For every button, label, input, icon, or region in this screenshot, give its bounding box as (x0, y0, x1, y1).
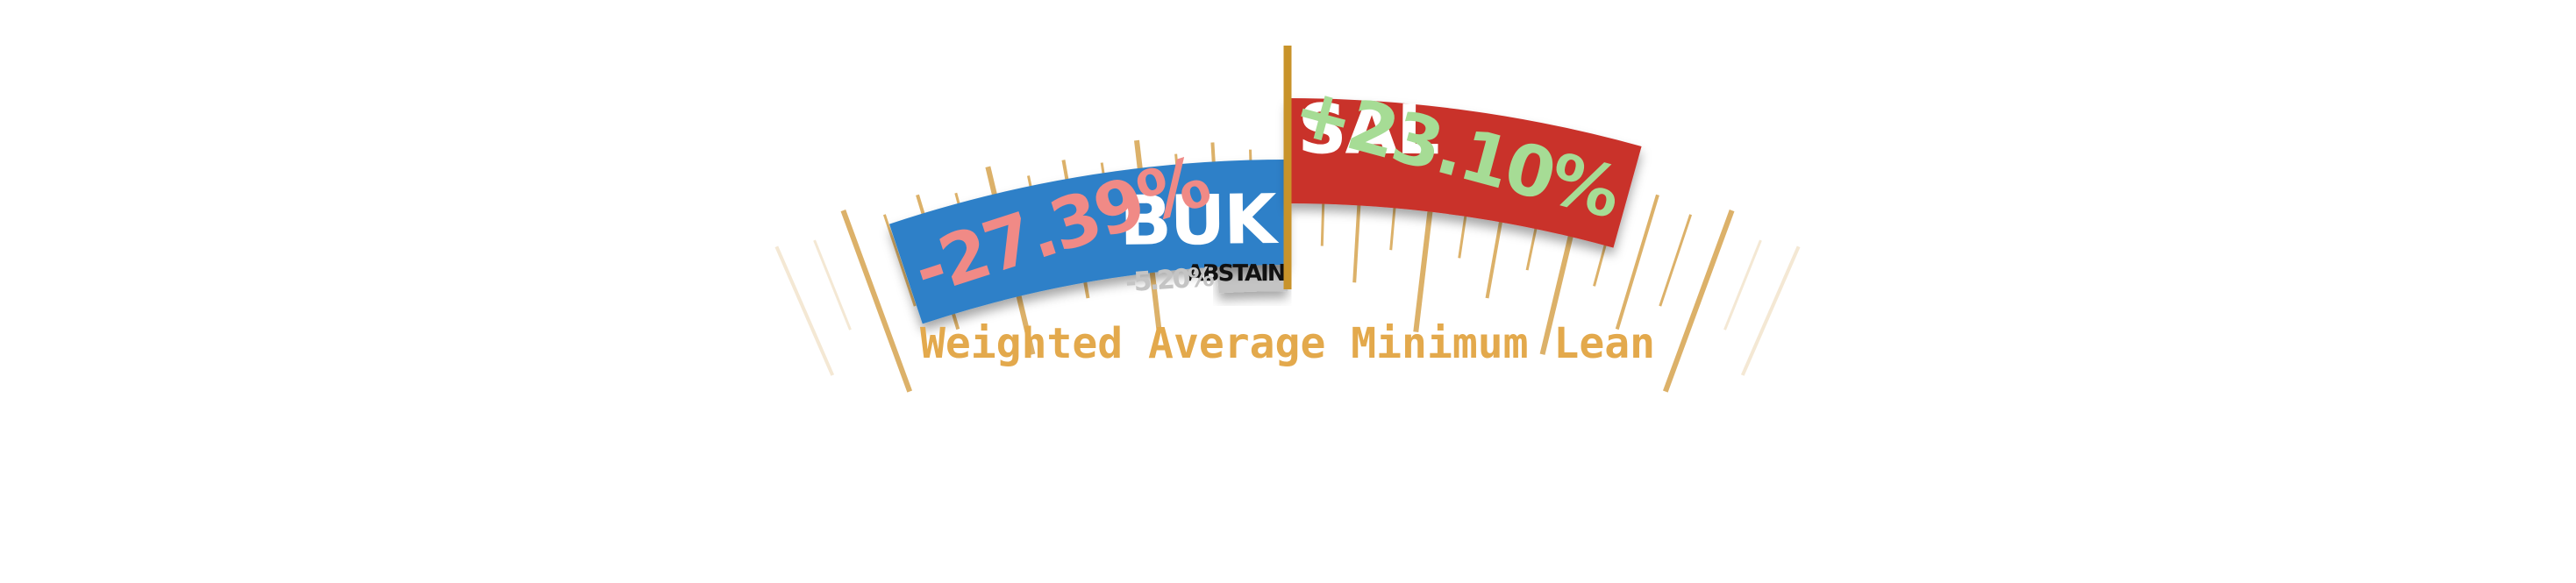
sal-bar (1288, 98, 1642, 248)
abstain-label: ABSTAIN (1187, 260, 1285, 287)
gauge-tick (1740, 245, 1801, 376)
gauge-tick (882, 214, 917, 307)
gauge-tick (813, 239, 852, 331)
gauge-tick (774, 245, 835, 376)
buk-bar (888, 160, 1288, 324)
gauge-tick (1662, 210, 1735, 393)
gauge-tick (1723, 239, 1762, 331)
gauge-tick (1659, 214, 1693, 307)
gauge-tick (840, 210, 913, 393)
sal-label: SAL (1297, 90, 1438, 170)
buk-label: BUK (1119, 181, 1280, 261)
abstain-bar (1217, 261, 1288, 294)
abstain-value-label: -5.20% (1124, 262, 1216, 299)
gauge-tick (1615, 194, 1659, 331)
gauge-bars: BUK-27.39%SAL+23.10%ABSTAIN-5.20% (888, 69, 1642, 324)
chart-title: Weighted Average Minimum Lean (920, 319, 1655, 368)
